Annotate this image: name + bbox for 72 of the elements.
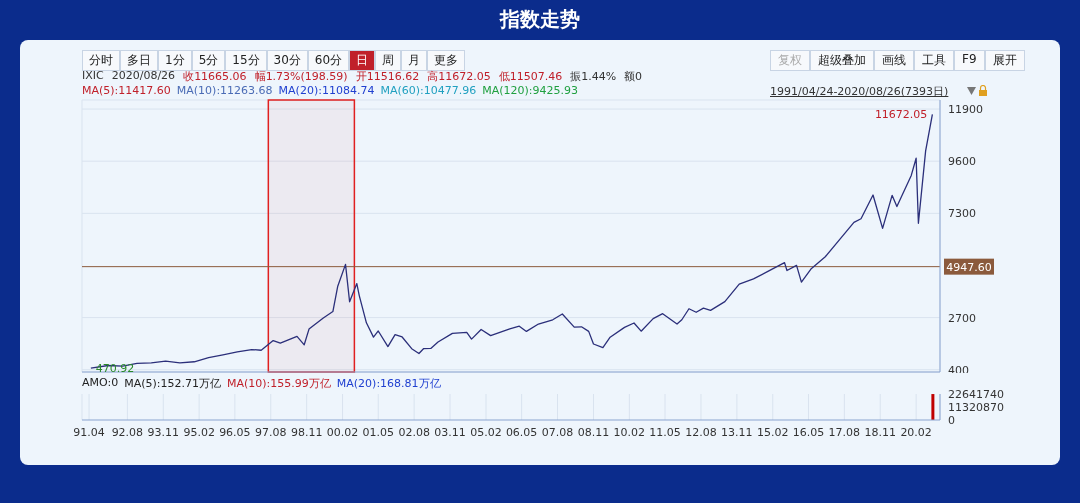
x-tick-label: 00.02 [326, 425, 359, 439]
text: MA(20):168.81万亿 [336, 376, 441, 391]
y-tick-label: 0 [948, 413, 955, 427]
text: 高11672.05 [427, 69, 491, 84]
text: 15分 [225, 50, 267, 71]
text: 幅1.73%(198.59) [254, 69, 348, 84]
text: 工具 [914, 50, 954, 71]
y-tick-label: 11320870 [948, 400, 1004, 414]
x-tick-label: 16.05 [792, 425, 825, 439]
text: 分时 [89, 53, 113, 67]
y-tick-label: 400 [948, 363, 969, 377]
x-tick-label: 95.02 [183, 425, 215, 439]
text: 超级叠加 [810, 50, 874, 71]
annotation: 11672.05 [874, 108, 928, 122]
x-tick-label: 07.08 [541, 425, 574, 439]
x-tick-label: 20.02 [900, 425, 932, 439]
text: 周 [375, 50, 402, 71]
text: 低11507.46 [498, 69, 563, 84]
chart-title: 指数走势 [498, 6, 581, 33]
x-tick-label: 17.08 [828, 425, 861, 439]
y-tick-label: 9600 [948, 155, 976, 169]
x-tick-label: 96.05 [219, 425, 251, 439]
y-tick-label: 7300 [948, 207, 976, 221]
text: MA(5):152.71万亿 [124, 376, 221, 391]
text: MA(5):11417.60 [82, 84, 171, 97]
text: 日 [349, 50, 376, 71]
x-tick-label: 02.08 [398, 425, 430, 439]
y-tick-label: 11900 [948, 102, 983, 116]
x-tick-label: 08.11 [577, 425, 610, 439]
text: 更多 [427, 50, 466, 71]
text: MA(20):11084.74 [278, 84, 375, 97]
text: MA(10):11263.68 [176, 84, 273, 97]
x-tick-label: 03.11 [434, 425, 466, 439]
text: 月 [401, 50, 428, 71]
y-tick-label: 22641740 [948, 387, 1004, 401]
x-tick-label: 05.02 [470, 425, 502, 439]
annotation: 470.92 [95, 362, 135, 376]
ref-line-label: 4947.60 [946, 260, 992, 274]
x-tick-label: 12.08 [685, 425, 717, 439]
x-tick-label: 13.11 [721, 425, 753, 439]
text: MA(10):155.99万亿 [226, 376, 331, 391]
text: 复权 [770, 50, 810, 71]
x-tick-label: 01.05 [362, 425, 395, 439]
text: 多日 [127, 53, 151, 67]
text: F9 [954, 50, 985, 71]
text: 开11516.62 [355, 69, 420, 84]
x-tick-label: 92.08 [111, 425, 144, 439]
x-tick-label: 93.11 [147, 425, 180, 439]
text: MA(60):10477.96 [380, 84, 477, 97]
text: 额0 [624, 69, 643, 84]
text: 1分 [165, 53, 185, 67]
x-tick-label: 11.05 [649, 425, 681, 439]
text: 展开 [984, 50, 1025, 71]
x-tick-label: 97.08 [255, 425, 287, 439]
text: 2020/08/26 [111, 69, 176, 84]
x-tick-label: 06.05 [505, 425, 538, 439]
x-tick-label: 91.04 [73, 425, 105, 439]
text: 1991/04/24-2020/08/26(7393日) [770, 84, 949, 99]
text: 画线 [874, 50, 914, 71]
text: 60分 [307, 50, 350, 71]
text: AMO:0 [82, 376, 119, 391]
text: 收11665.06 [183, 69, 247, 84]
text: IXIC [82, 69, 104, 84]
text: 30分 [266, 50, 308, 71]
y-tick-label: 2700 [948, 311, 976, 325]
text: 5分 [191, 50, 226, 71]
x-tick-label: 15.02 [757, 425, 789, 439]
text: MA(120):9425.93 [482, 84, 578, 97]
text: 振1.44% [570, 69, 617, 84]
x-tick-label: 18.11 [864, 425, 896, 439]
x-tick-label: 98.11 [290, 425, 323, 439]
x-tick-label: 10.02 [613, 425, 646, 439]
